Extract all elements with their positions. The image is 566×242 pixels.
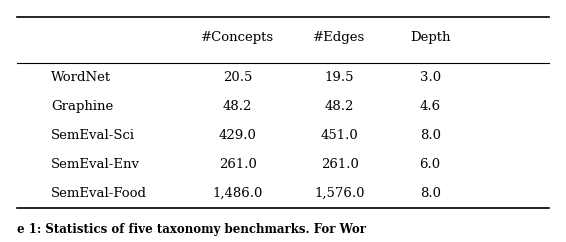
- Text: 451.0: 451.0: [321, 129, 358, 142]
- Text: 20.5: 20.5: [223, 71, 252, 84]
- Text: 3.0: 3.0: [419, 71, 441, 84]
- Text: 8.0: 8.0: [419, 187, 441, 200]
- Text: #Concepts: #Concepts: [201, 31, 275, 44]
- Text: 1,576.0: 1,576.0: [314, 187, 365, 200]
- Text: 1,486.0: 1,486.0: [212, 187, 263, 200]
- Text: SemEval-Env: SemEval-Env: [51, 158, 140, 171]
- Text: 8.0: 8.0: [419, 129, 441, 142]
- Text: 19.5: 19.5: [325, 71, 354, 84]
- Text: 261.0: 261.0: [321, 158, 358, 171]
- Text: 429.0: 429.0: [219, 129, 256, 142]
- Text: Graphine: Graphine: [51, 100, 113, 113]
- Text: #Edges: #Edges: [314, 31, 366, 44]
- Text: SemEval-Food: SemEval-Food: [51, 187, 147, 200]
- Text: 48.2: 48.2: [223, 100, 252, 113]
- Text: WordNet: WordNet: [51, 71, 111, 84]
- Text: 4.6: 4.6: [419, 100, 441, 113]
- Text: e 1: Statistics of five taxonomy benchmarks. For Wor: e 1: Statistics of five taxonomy benchma…: [17, 223, 366, 236]
- Text: SemEval-Sci: SemEval-Sci: [51, 129, 135, 142]
- Text: 261.0: 261.0: [219, 158, 256, 171]
- Text: Depth: Depth: [410, 31, 451, 44]
- Text: 48.2: 48.2: [325, 100, 354, 113]
- Text: 6.0: 6.0: [419, 158, 441, 171]
